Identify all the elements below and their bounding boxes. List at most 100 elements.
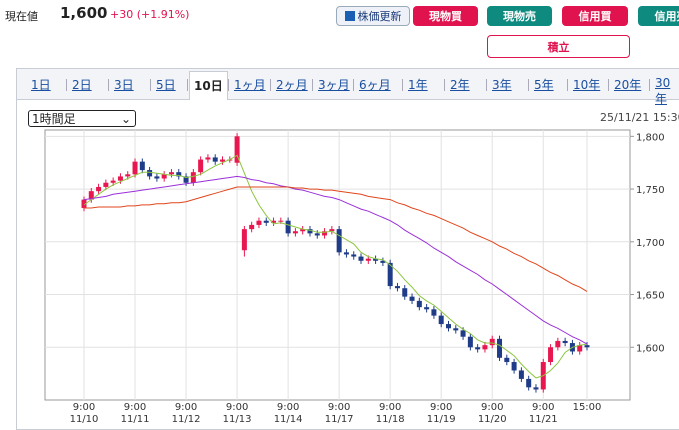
candle-body — [336, 229, 342, 253]
interval-label: 1時間足 — [32, 112, 76, 126]
tab-separator — [608, 79, 609, 91]
range-tab[interactable]: 2ヶ月 — [276, 78, 308, 92]
y-tick-label: 1,750 — [636, 185, 665, 196]
candle-body — [424, 307, 430, 310]
candle-body — [117, 176, 123, 181]
candle-body — [409, 296, 415, 301]
candle-body — [365, 258, 371, 261]
range-tab[interactable]: 30年 — [655, 76, 671, 106]
margin-sell-button[interactable]: 信用売 — [638, 6, 679, 26]
range-tab[interactable]: 1日 — [31, 78, 51, 92]
candle-body — [497, 338, 503, 358]
x-tick-label: 9:00 11/10 — [70, 402, 99, 423]
x-tick-label: 9:00 11/20 — [478, 402, 507, 423]
tab-separator — [567, 79, 568, 91]
candle-body — [132, 161, 138, 175]
moving-average-line — [83, 175, 588, 345]
refresh-button[interactable]: 株価更新 — [336, 6, 410, 26]
tab-separator — [66, 79, 67, 91]
candle-body — [154, 176, 160, 179]
candle-body — [482, 345, 488, 350]
refresh-label: 株価更新 — [357, 10, 402, 23]
range-tab[interactable]: 3日 — [114, 78, 134, 92]
candle-body — [511, 362, 517, 371]
candle-body — [475, 347, 481, 350]
tab-separator — [228, 79, 229, 91]
candle-body — [249, 224, 255, 230]
tab-separator — [108, 79, 109, 91]
candle-body — [416, 300, 422, 308]
candle-body — [526, 378, 532, 388]
candle-body — [351, 254, 357, 257]
candle-body — [139, 161, 145, 171]
y-tick-label: 1,650 — [636, 291, 665, 302]
candle-body — [234, 136, 240, 163]
range-tab[interactable]: 2年 — [450, 78, 470, 92]
candle-body — [518, 370, 524, 379]
range-tab[interactable]: 6ヶ月 — [359, 78, 391, 92]
candle-body — [198, 159, 204, 173]
candle-body — [533, 387, 539, 390]
candle-body — [292, 231, 298, 234]
candle-body — [81, 199, 87, 209]
candle-body — [460, 330, 466, 337]
candle-body — [445, 324, 451, 329]
range-tab[interactable]: 3年 — [492, 78, 512, 92]
tab-separator — [486, 79, 487, 91]
price-label: 現在値 — [5, 10, 38, 23]
candle-body — [212, 157, 218, 162]
candle-body — [300, 229, 306, 232]
range-tab[interactable]: 3ヶ月 — [318, 78, 350, 92]
tab-separator — [312, 79, 313, 91]
x-tick-label: 9:00 11/17 — [325, 402, 354, 423]
range-tab[interactable]: 5年 — [534, 78, 554, 92]
x-tick-label: 15:00 — [573, 402, 602, 413]
tab-separator — [270, 79, 271, 91]
candle-body — [322, 231, 328, 236]
x-tick-label: 9:00 11/14 — [274, 402, 303, 423]
y-tick-label: 1,700 — [636, 238, 665, 249]
candle-body — [190, 172, 196, 183]
range-tab[interactable]: 20年 — [614, 78, 642, 92]
candle-body — [329, 229, 335, 232]
candle-body — [256, 220, 262, 225]
candle-body — [96, 186, 102, 192]
candle-body — [125, 174, 131, 177]
range-tab[interactable]: 5日 — [156, 78, 176, 92]
y-tick-label: 1,600 — [636, 343, 665, 354]
tab-separator — [444, 79, 445, 91]
tab-separator — [150, 79, 151, 91]
plot-area — [44, 129, 631, 401]
range-tab[interactable]: 1年 — [408, 78, 428, 92]
range-tab[interactable]: 2日 — [72, 78, 92, 92]
candle-body — [161, 174, 167, 179]
margin-buy-button[interactable]: 信用買 — [562, 6, 628, 26]
range-tab[interactable]: 10年 — [573, 78, 601, 92]
interval-select[interactable]: 1時間足 ⌄ — [28, 110, 136, 127]
x-tick-label: 9:00 11/21 — [529, 402, 558, 423]
candle-body — [278, 220, 284, 222]
candle-body — [467, 336, 473, 348]
timestamp: 25/11/21 15:30 — [600, 111, 679, 124]
candle-body — [489, 338, 495, 346]
candle-body — [263, 220, 269, 223]
candle-body — [358, 256, 364, 261]
candle-body — [453, 328, 459, 331]
candle-body — [373, 258, 379, 261]
range-tab[interactable]: 10日 — [189, 71, 228, 100]
tab-separator — [402, 79, 403, 91]
price-change: +30 (+1.91%) — [110, 8, 190, 21]
x-tick-label: 9:00 11/11 — [121, 402, 150, 423]
sell-button[interactable]: 現物売 — [487, 6, 552, 26]
price: 1,600 — [60, 4, 108, 22]
x-tick-label: 9:00 11/19 — [427, 402, 456, 423]
candle-body — [110, 180, 116, 183]
buy-button[interactable]: 現物買 — [413, 6, 478, 26]
x-tick-label: 9:00 11/13 — [223, 402, 252, 423]
range-tab[interactable]: 1ヶ月 — [234, 78, 266, 92]
tab-separator — [187, 79, 188, 91]
x-tick-label: 9:00 11/18 — [376, 402, 405, 423]
savings-button[interactable]: 積立 — [487, 35, 630, 58]
